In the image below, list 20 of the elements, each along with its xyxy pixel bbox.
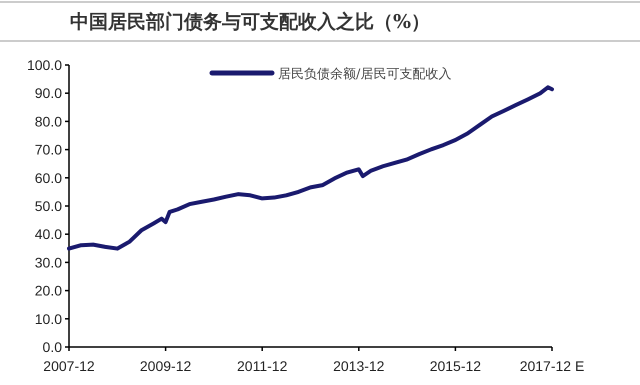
legend-label: 居民负债余额/居民可支配收入 <box>278 67 452 82</box>
y-tick-label: 10.0 <box>34 310 62 327</box>
line-series <box>67 85 554 251</box>
y-tick-label: 0.0 <box>42 339 62 355</box>
y-tick-label: 40.0 <box>34 226 62 242</box>
x-tick-label: 2011-12 <box>237 358 288 374</box>
x-tick-label: 2013-12 <box>333 358 385 374</box>
y-tick-label: 100.0 <box>26 57 62 73</box>
y-tick-label: 50.0 <box>34 198 62 214</box>
x-tick-label: 2007-12 <box>43 358 95 374</box>
y-tick-label: 90.0 <box>34 85 62 102</box>
x-tick-label: 2009-12 <box>140 358 192 374</box>
y-tick-label: 70.0 <box>34 142 62 158</box>
y-tick-label: 80.0 <box>34 113 62 130</box>
x-tick-label: 2015-12 <box>430 358 482 374</box>
y-tick-label: 30.0 <box>34 254 62 270</box>
y-tick-label: 20.0 <box>34 282 62 299</box>
x-tick-label: 2017-12 E <box>520 358 584 374</box>
chart-title: 中国居民部门债务与可支配收入之比（%） <box>70 11 430 33</box>
y-tick-label: 60.0 <box>34 170 62 186</box>
